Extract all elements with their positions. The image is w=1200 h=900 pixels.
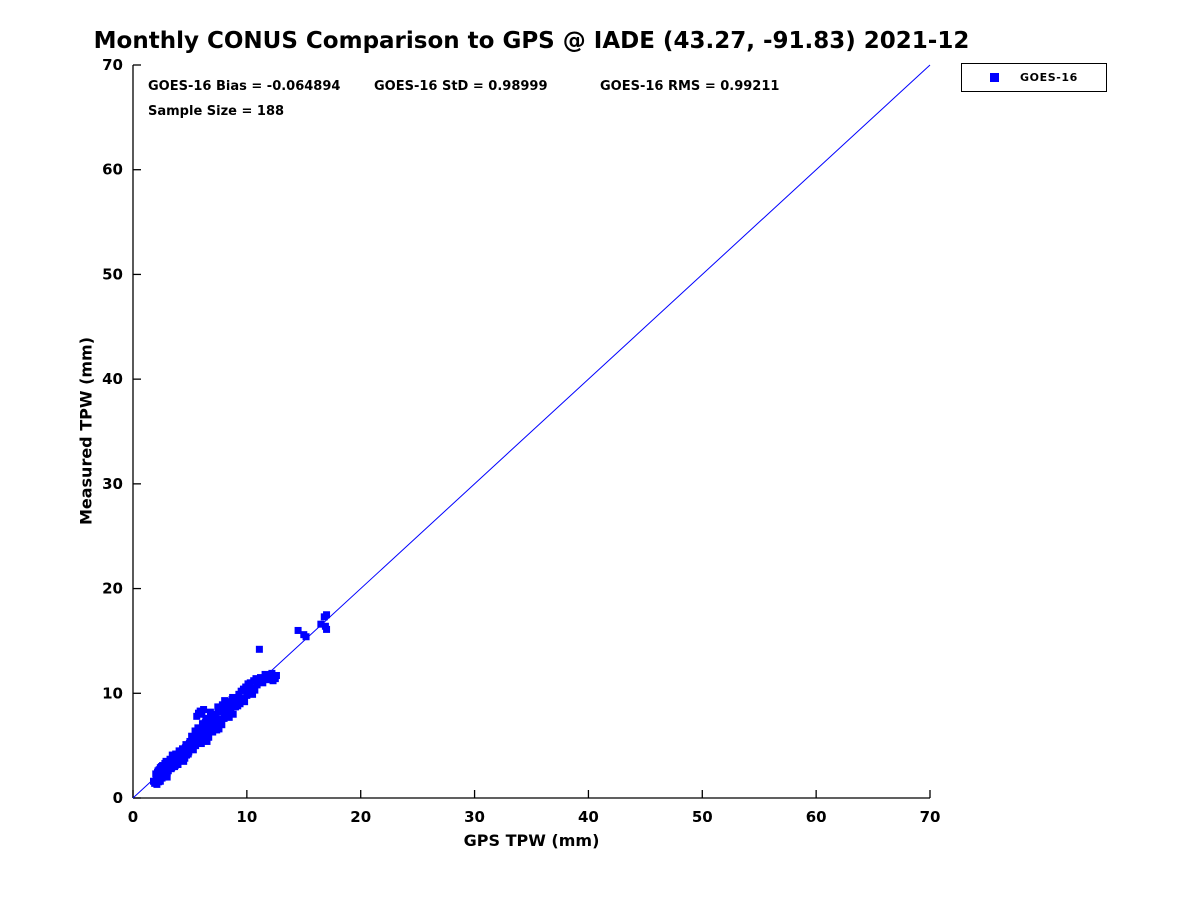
stat-std: GOES-16 StD = 0.98999	[374, 79, 548, 94]
data-point-marker	[194, 724, 202, 732]
data-point-marker	[302, 633, 310, 641]
x-tick-label: 30	[464, 808, 485, 826]
stat-sample-size: Sample Size = 188	[148, 104, 285, 119]
y-axis-label: Measured TPW (mm)	[76, 336, 96, 526]
y-tick-label: 20	[102, 580, 123, 598]
x-axis-label: GPS TPW (mm)	[463, 831, 600, 850]
data-point-marker	[255, 645, 263, 653]
data-point-marker	[225, 713, 233, 721]
data-point-marker	[221, 697, 229, 705]
y-tick-label: 50	[102, 265, 123, 283]
data-point-marker	[202, 714, 210, 722]
stat-bias: GOES-16 Bias = -0.064894	[148, 79, 341, 94]
data-point-marker	[229, 693, 237, 701]
data-point-marker	[216, 715, 224, 723]
x-tick-label: 20	[350, 808, 371, 826]
data-point-marker	[209, 728, 217, 736]
data-point-marker	[268, 669, 276, 677]
data-point-marker	[180, 757, 188, 765]
data-point-marker	[294, 626, 302, 634]
data-point-marker	[165, 759, 173, 767]
data-point-marker	[254, 678, 262, 686]
data-point-marker	[214, 703, 222, 711]
legend: GOES-16	[961, 63, 1107, 92]
data-point-marker	[206, 708, 214, 716]
data-point-marker	[213, 726, 221, 734]
chart-title: Monthly CONUS Comparison to GPS @ IADE (…	[93, 28, 970, 54]
data-point-marker	[173, 756, 181, 764]
y-tick-label: 10	[102, 684, 123, 702]
data-point-marker	[257, 674, 265, 682]
data-point-marker	[189, 740, 197, 748]
data-point-marker	[269, 677, 277, 685]
data-point-marker	[272, 671, 280, 679]
data-point-marker	[192, 734, 200, 742]
data-point-marker	[259, 679, 267, 687]
data-point-marker	[251, 686, 259, 694]
data-point-marker	[166, 755, 174, 763]
x-tick-label: 10	[236, 808, 257, 826]
data-point-marker	[198, 720, 206, 728]
data-point-marker	[198, 710, 206, 718]
data-point-marker	[171, 763, 179, 771]
y-tick-label: 40	[102, 370, 123, 388]
data-point-marker	[182, 741, 190, 749]
data-point-marker	[321, 622, 329, 630]
data-point-marker	[229, 710, 237, 718]
x-tick-label: 70	[920, 808, 941, 826]
data-point-marker	[189, 746, 197, 754]
data-point-marker	[163, 773, 171, 781]
data-point-marker	[175, 747, 183, 755]
data-point-marker	[222, 705, 230, 713]
data-point-marker	[236, 700, 244, 708]
data-point-marker	[197, 740, 205, 748]
x-tick-label: 40	[578, 808, 599, 826]
data-point-marker	[155, 778, 163, 786]
data-point-marker	[200, 706, 208, 714]
data-point-marker	[218, 701, 226, 709]
data-point-marker	[205, 733, 213, 741]
data-point-marker	[177, 752, 185, 760]
data-point-marker	[323, 611, 331, 619]
data-point-marker	[168, 751, 176, 759]
x-tick-label: 0	[128, 808, 138, 826]
data-point-marker	[317, 620, 325, 628]
legend-label: GOES-16	[1020, 71, 1078, 84]
data-point-marker	[227, 704, 235, 712]
y-tick-label: 60	[102, 161, 123, 179]
data-point-marker	[261, 670, 269, 678]
data-point-marker	[154, 771, 162, 779]
y-tick-label: 0	[113, 789, 123, 807]
data-point-marker	[193, 712, 201, 720]
data-point-marker	[160, 769, 168, 777]
stat-rms: GOES-16 RMS = 0.99211	[600, 79, 780, 94]
data-point-marker	[249, 690, 257, 698]
data-point-marker	[188, 732, 196, 740]
x-tick-label: 50	[692, 808, 713, 826]
x-tick-label: 60	[806, 808, 827, 826]
y-tick-label: 70	[102, 56, 123, 74]
data-point-marker	[212, 717, 220, 725]
data-point-marker	[157, 765, 165, 773]
data-point-marker	[218, 721, 226, 729]
data-point-marker	[203, 737, 211, 745]
legend-marker-icon	[990, 73, 999, 82]
data-point-marker	[241, 698, 249, 706]
y-tick-label: 30	[102, 475, 123, 493]
data-point-marker	[198, 732, 206, 740]
data-point-marker	[184, 750, 192, 758]
